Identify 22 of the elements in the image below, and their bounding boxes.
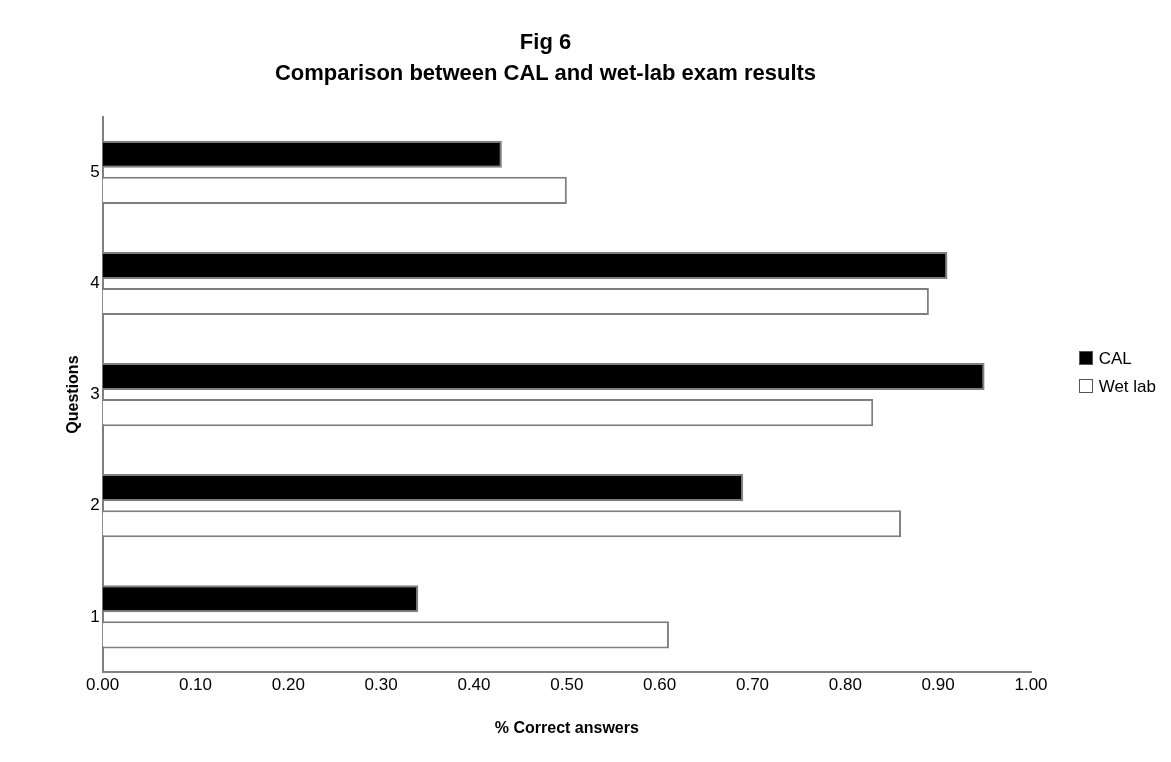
x-tick-label: 0.50	[550, 675, 584, 695]
y-tick-label: 1	[90, 606, 100, 626]
y-axis-title: Questions	[64, 355, 82, 434]
x-tick-label: 0.70	[735, 675, 770, 695]
text: Wet lab	[1098, 377, 1156, 396]
y-tick-label: 4	[90, 273, 100, 293]
chart-title: Fig 6	[519, 29, 572, 55]
legend-label: CAL	[1098, 349, 1132, 368]
x-tick-label: 0.40	[457, 675, 491, 695]
x-axis-title: % Correct answers	[494, 718, 639, 736]
y-tick-label: 2	[90, 495, 100, 515]
x-tick-label: 0.00	[86, 675, 120, 695]
x-tick-label: 0.20	[271, 675, 305, 695]
chart-subtitle: Comparison between CAL and wet-lab exam results	[274, 59, 817, 85]
x-tick-label: 1.00	[1014, 675, 1048, 695]
x-tick-label: 0.90	[921, 675, 955, 695]
x-tick-label: 0.10	[178, 675, 213, 695]
y-tick-label: 3	[90, 384, 100, 404]
x-tick-label: 0.60	[643, 675, 677, 695]
y-tick-label: 5	[90, 162, 100, 182]
x-tick-label: 0.80	[828, 675, 862, 695]
x-tick-label: 0.30	[364, 675, 398, 695]
